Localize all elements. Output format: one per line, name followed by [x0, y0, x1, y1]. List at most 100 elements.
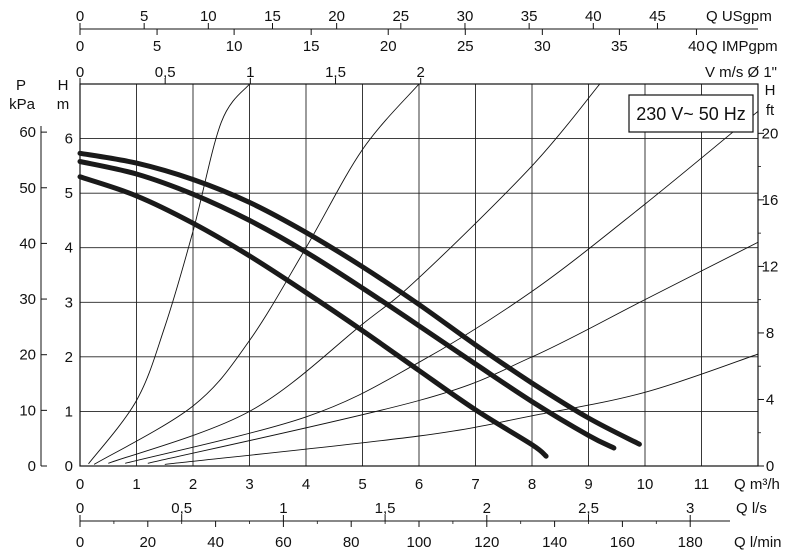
impgpm-axis-tick-label: 35: [611, 38, 628, 55]
x-tick-label: 6: [415, 476, 423, 493]
x-tick-label: 11: [694, 476, 710, 493]
usgpm-axis-tick-label: 45: [649, 8, 666, 25]
kpa-tick-label: 50: [19, 180, 36, 197]
y-tick-label: 3: [65, 294, 73, 311]
x-axis-label: Q m³/h: [734, 476, 780, 493]
ls-axis-tick-label: 1,5: [375, 500, 396, 517]
y-tick-label: 4: [65, 240, 73, 257]
velocity-tick-label: 1,5: [325, 64, 346, 81]
ls-axis-tick-label: 0,5: [171, 500, 192, 517]
bottom-axes: 0 1 2 3 4 5 6 7 8 9 10 11 Q m³/h 0 0,5 1 1,5 2 2,5 3 Q l/s 0 2…: [76, 476, 782, 551]
kpa-tick-label: 0: [28, 458, 36, 475]
x-tick-label: 5: [358, 476, 366, 493]
impgpm-axis-tick-label: 40: [688, 38, 705, 55]
ft-tick-label: 4: [766, 391, 774, 408]
kpa-axis-title: P: [16, 77, 26, 94]
velocity-tick-label: 0,5: [155, 64, 176, 81]
y-axis-unit: m: [57, 96, 70, 113]
impgpm-axis-tick-label: 25: [457, 38, 474, 55]
x-tick-label: 0: [76, 476, 84, 493]
kpa-tick-label: 20: [19, 347, 36, 364]
ft-axis-unit: ft: [766, 102, 775, 119]
ft-axis-title: H: [765, 82, 776, 99]
system-curve: [88, 84, 250, 465]
annotation-box: [628, 94, 754, 133]
lmin-axis-tick-label: 180: [678, 534, 703, 551]
ft-tick-label: 0: [766, 458, 774, 475]
kpa-tick-label: 60: [19, 124, 36, 141]
ls-axis-tick-label: 3: [686, 500, 694, 517]
annotation-text: 230 V~ 50 Hz: [636, 104, 746, 124]
usgpm-axis-tick-label: 10: [200, 8, 217, 25]
impgpm-axis-tick-label: 30: [534, 38, 551, 55]
ft-tick-label: 8: [766, 325, 774, 342]
impgpm-axis-tick-label: 5: [153, 38, 161, 55]
lmin-axis-tick-label: 140: [542, 534, 567, 551]
lmin-axis-tick-label: 100: [406, 534, 431, 551]
velocity-tick-label: 0: [76, 64, 84, 81]
system-curve: [164, 353, 758, 465]
lmin-axis-tick-label: 20: [139, 534, 156, 551]
impgpm-axis-tick-label: 15: [303, 38, 320, 55]
pump-curves: [77, 150, 642, 459]
system-curve: [147, 241, 758, 464]
y-tick-label: 1: [65, 403, 73, 420]
impgpm-axis-tick-label: 10: [226, 38, 243, 55]
impgpm-axis-tick-label: 0: [76, 38, 84, 55]
x-tick-label: 7: [471, 476, 479, 493]
usgpm-axis-tick-label: 40: [585, 8, 602, 25]
usgpm-axis-tick-label: 0: [76, 8, 84, 25]
impgpm-axis-tick-label: 20: [380, 38, 397, 55]
velocity-tick-label: 2: [417, 64, 425, 81]
velocity-tick-label: 1: [246, 64, 254, 81]
ft-tick-label: 20: [762, 125, 779, 142]
system-curve: [108, 84, 601, 464]
usgpm-axis-tick-label: 15: [264, 8, 281, 25]
lmin-axis-tick-label: 160: [610, 534, 635, 551]
usgpm-axis-tick-label: 25: [392, 8, 409, 25]
ls-axis-tick-label: 2,5: [578, 500, 599, 517]
kpa-axis-unit: kPa: [9, 96, 36, 113]
y-axis-title: H: [58, 77, 69, 94]
pump-curve: [77, 150, 642, 447]
ft-tick-label: 16: [762, 192, 779, 209]
voltage-annotation: 230 V~ 50 Hz: [628, 94, 754, 133]
x-tick-label: 3: [245, 476, 253, 493]
velocity-axis-label: V m/s Ø 1": [705, 64, 777, 81]
lmin-axis-tick-label: 120: [474, 534, 499, 551]
right-axis: 0 4 8 12 16 20 Hft: [758, 82, 778, 475]
x-tick-label: 4: [302, 476, 310, 493]
x-tick-label: 1: [132, 476, 140, 493]
ft-tick-label: 12: [762, 258, 779, 275]
y-tick-label: 6: [65, 131, 73, 148]
usgpm-axis-tick-label: 35: [521, 8, 538, 25]
kpa-tick-label: 10: [19, 402, 36, 419]
system-curve: [125, 110, 758, 464]
x-tick-label: 2: [189, 476, 197, 493]
ls-axis-tick-label: 0: [76, 500, 84, 517]
y-tick-label: 5: [65, 185, 73, 202]
plot-grid: [79, 83, 759, 467]
x-tick-label: 10: [637, 476, 654, 493]
lmin-axis-tick-label: 60: [275, 534, 292, 551]
pump-curve: [77, 159, 617, 451]
usgpm-axis-label: Q USgpm: [706, 8, 772, 25]
pump-curve: [77, 174, 549, 459]
ls-axis-tick-label: 1: [279, 500, 287, 517]
lmin-axis-tick-label: 80: [343, 534, 360, 551]
lmin-axis-tick-label: 40: [207, 534, 224, 551]
usgpm-axis-tick-label: 30: [457, 8, 474, 25]
lmin-axis-tick-label: 0: [76, 534, 84, 551]
y-tick-label: 2: [65, 349, 73, 366]
lmin-axis-label: Q l/min: [734, 534, 782, 551]
kpa-tick-label: 30: [19, 291, 36, 308]
x-tick-label: 9: [584, 476, 592, 493]
kpa-tick-label: 40: [19, 235, 36, 252]
system-curve: [93, 84, 420, 465]
usgpm-axis-tick-label: 5: [140, 8, 148, 25]
ls-axis-tick-label: 2: [483, 500, 491, 517]
y-tick-label: 0: [65, 458, 73, 475]
